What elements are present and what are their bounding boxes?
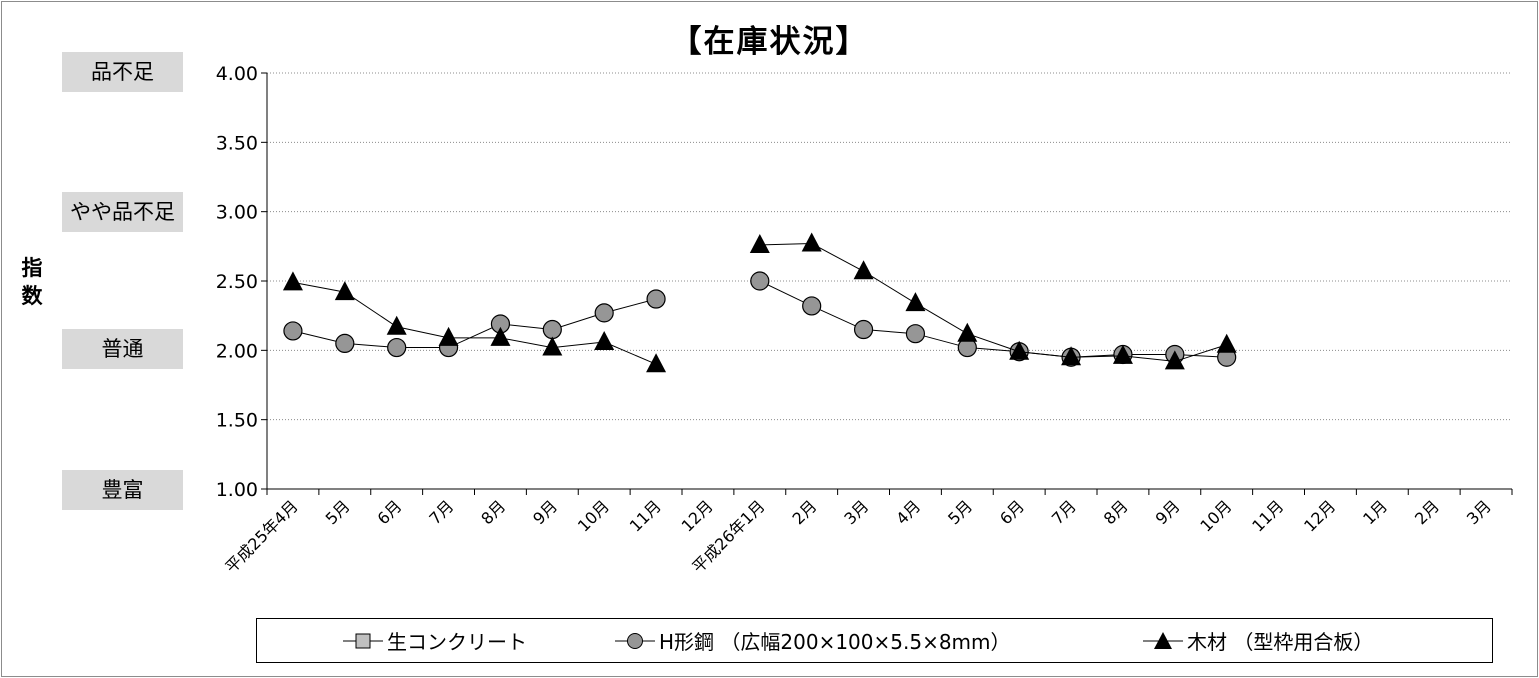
data-point-triangle xyxy=(957,322,978,342)
legend-label-timber: 木材 （型枠用合板） xyxy=(1187,630,1374,654)
x-tick-label: 5月 xyxy=(322,496,354,528)
data-point-triangle xyxy=(490,326,511,346)
data-point-triangle xyxy=(386,315,407,335)
x-tick-label: 6月 xyxy=(374,496,406,528)
x-tick-label: 1月 xyxy=(1359,496,1391,528)
data-point-triangle xyxy=(1216,333,1237,353)
data-point-triangle xyxy=(1009,340,1030,360)
data-point-circle xyxy=(853,319,874,340)
legend-item-h-steel: H形鋼 （広幅200×100×5.5×8mm） xyxy=(613,619,1011,662)
band-label-abundant: 豊富 xyxy=(62,470,183,510)
x-tick-label: 11月 xyxy=(626,496,665,535)
x-tick-label: 7月 xyxy=(425,496,457,528)
series-line-circle xyxy=(759,280,1227,358)
x-tick-label: 6月 xyxy=(996,496,1028,528)
legend-item-concrete: 生コンクリート xyxy=(341,619,527,662)
x-tick-label: 7月 xyxy=(1048,496,1080,528)
y-axis-title: 指数 xyxy=(21,256,43,308)
y-tick-label: 1.00 xyxy=(216,479,258,501)
band-label-slight-shortage: やや品不足 xyxy=(62,192,183,232)
data-point-circle xyxy=(594,303,614,323)
data-point-triangle xyxy=(334,281,355,301)
data-point-circle xyxy=(542,319,562,340)
data-point-triangle xyxy=(1112,344,1133,364)
x-tick-label: 9月 xyxy=(1152,496,1184,528)
data-point-circle xyxy=(646,289,666,309)
data-point-circle xyxy=(750,271,770,291)
data-point-circle xyxy=(335,333,355,353)
data-point-circle xyxy=(802,296,822,316)
legend-label-concrete: 生コンクリート xyxy=(387,630,527,654)
data-point-triangle xyxy=(438,326,459,346)
x-tick-label: 9月 xyxy=(529,496,561,528)
x-tick-label: 平成25年4月 xyxy=(221,496,301,576)
x-tick-label: 8月 xyxy=(477,496,509,528)
series-line-triangle xyxy=(759,243,1227,362)
data-point-circle xyxy=(387,337,407,358)
data-point-triangle xyxy=(749,233,770,253)
x-tick-label: 3月 xyxy=(840,496,872,528)
band-label-shortage: 品不足 xyxy=(62,52,183,92)
x-tick-label: 10月 xyxy=(1196,496,1235,535)
data-point-triangle xyxy=(542,336,563,356)
x-tick-label: 12月 xyxy=(1300,496,1339,535)
data-point-triangle xyxy=(594,331,615,351)
x-tick-label: 3月 xyxy=(1463,496,1495,528)
data-point-circle xyxy=(905,324,926,344)
legend-marker-circle xyxy=(615,632,655,649)
y-tick-label: 3.50 xyxy=(216,132,258,154)
legend-label-h-steel: H形鋼 （広幅200×100×5.5×8mm） xyxy=(659,630,1011,654)
x-tick-label: 10月 xyxy=(574,496,613,535)
x-tick-label: 11月 xyxy=(1248,496,1287,535)
chart-title: 【在庫状況】 xyxy=(670,24,869,60)
legend-marker-triangle xyxy=(1143,631,1183,649)
y-tick-label: 4.00 xyxy=(216,63,258,85)
data-point-triangle xyxy=(646,353,667,373)
x-tick-label: 5月 xyxy=(944,496,976,528)
legend: 生コンクリート H形鋼 （広幅200×100×5.5×8mm） 木材 （型枠用合… xyxy=(256,618,1493,663)
x-tick-label: 4月 xyxy=(892,496,924,528)
x-tick-label: 8月 xyxy=(1100,496,1132,528)
band-label-normal: 普通 xyxy=(62,329,183,369)
data-point-circle xyxy=(283,321,303,341)
y-tick-label: 2.00 xyxy=(216,340,258,362)
x-tick-label: 2月 xyxy=(789,496,821,528)
data-point-triangle xyxy=(905,292,926,312)
data-point-triangle xyxy=(853,260,874,280)
data-point-triangle xyxy=(282,271,303,291)
y-tick-label: 3.00 xyxy=(216,202,258,224)
data-point-triangle xyxy=(1061,346,1082,366)
data-point-triangle xyxy=(1164,350,1185,370)
legend-marker-square xyxy=(343,633,383,648)
data-point-triangle xyxy=(801,232,822,252)
x-tick-label: 2月 xyxy=(1411,496,1443,528)
legend-item-timber: 木材 （型枠用合板） xyxy=(1141,619,1373,662)
y-tick-label: 2.50 xyxy=(216,271,258,293)
x-tick-label: 12月 xyxy=(678,496,717,535)
y-tick-label: 1.50 xyxy=(216,410,258,432)
